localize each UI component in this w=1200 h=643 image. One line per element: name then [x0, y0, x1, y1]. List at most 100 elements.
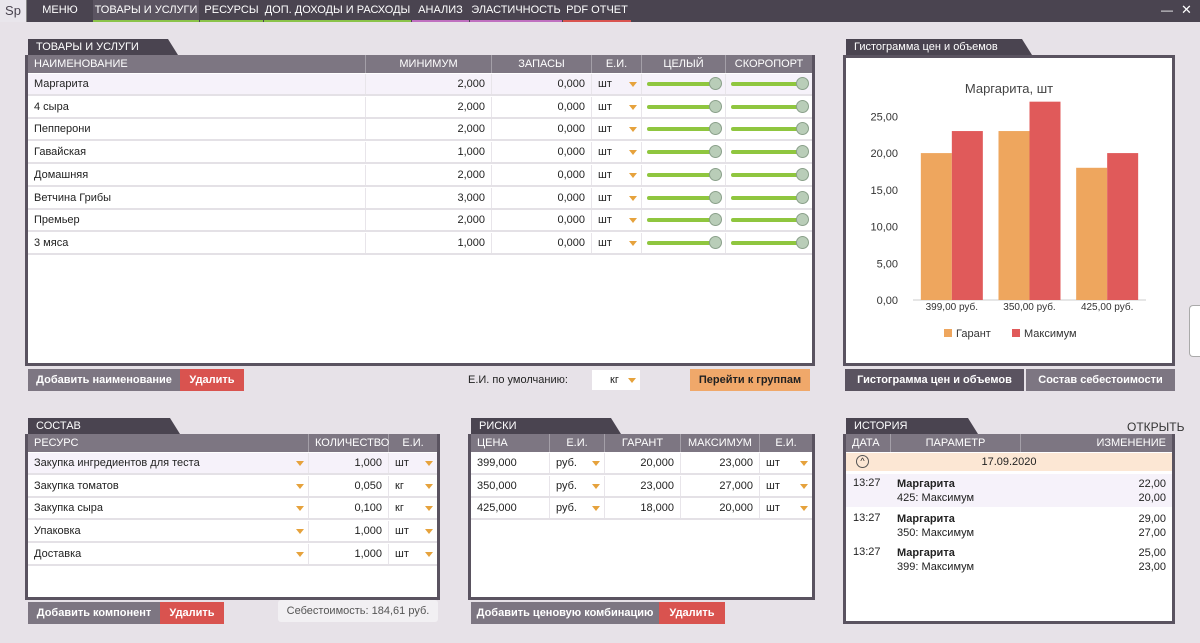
item-stock[interactable]: 0,000	[492, 119, 592, 140]
item-name[interactable]: Пепперони	[28, 119, 366, 140]
slider-track[interactable]	[647, 145, 722, 159]
table-row[interactable]: Домашняя 2,000 0,000 шт	[28, 164, 812, 187]
col-resource[interactable]: РЕСУРС	[28, 434, 309, 452]
risk-unit-select[interactable]: руб.	[550, 498, 605, 519]
slider-knob[interactable]	[709, 235, 722, 249]
col-perishable[interactable]: СКОРОПОРТ	[734, 58, 804, 70]
slider-knob[interactable]	[796, 99, 809, 113]
side-drawer-handle[interactable]	[1189, 305, 1200, 357]
item-unit-select[interactable]: шт	[592, 210, 642, 231]
col-date[interactable]: ДАТА	[846, 434, 891, 452]
resource-select[interactable]: Закупка томатов	[28, 475, 309, 496]
risk-guarant[interactable]: 23,000	[605, 475, 681, 496]
risk-unit2-select[interactable]: шт	[760, 453, 812, 473]
resource-quantity[interactable]: 0,050	[309, 475, 389, 496]
resource-select[interactable]: Доставка	[28, 543, 309, 564]
item-stock[interactable]: 0,000	[492, 232, 592, 253]
delete-price-combination-button[interactable]: Удалить	[659, 602, 725, 624]
slider-track[interactable]	[731, 190, 809, 204]
col-unit[interactable]: Е.И.	[550, 434, 605, 452]
risk-unit2-select[interactable]: шт	[760, 498, 812, 518]
item-unit-select[interactable]: шт	[592, 164, 642, 185]
slider-knob[interactable]	[709, 122, 722, 136]
item-whole-slider[interactable]	[642, 74, 726, 94]
item-unit-select[interactable]: шт	[592, 232, 642, 253]
slider-track[interactable]	[731, 235, 809, 249]
resource-quantity[interactable]: 1,000	[309, 453, 389, 473]
risk-unit2-select[interactable]: шт	[760, 476, 812, 496]
table-row[interactable]: Закупка томатов 0,050 кг	[28, 475, 437, 498]
item-minimum[interactable]: 1,000	[366, 142, 492, 163]
item-perishable-slider[interactable]	[726, 142, 812, 162]
slider-track[interactable]	[731, 77, 809, 90]
slider-track[interactable]	[647, 122, 722, 136]
resource-unit-select[interactable]: шт	[389, 453, 437, 473]
item-perishable-slider[interactable]	[726, 188, 812, 208]
risk-maximum[interactable]: 27,000	[681, 475, 760, 496]
resource-unit-select[interactable]: шт	[389, 544, 437, 564]
resource-select[interactable]: Закупка сыра	[28, 498, 309, 519]
slider-knob[interactable]	[796, 77, 809, 90]
col-name[interactable]: НАИМЕНОВАНИЕ	[28, 55, 366, 73]
delete-component-button[interactable]: Удалить	[160, 602, 224, 624]
chart-tab-cost-structure[interactable]: Состав себестоимости	[1026, 369, 1175, 391]
default-unit-select[interactable]: кг	[592, 370, 640, 390]
item-whole-slider[interactable]	[642, 119, 726, 140]
risk-maximum[interactable]: 23,000	[681, 453, 760, 473]
slider-knob[interactable]	[796, 145, 809, 159]
item-stock[interactable]: 0,000	[492, 74, 592, 94]
delete-item-button[interactable]: Удалить	[180, 369, 244, 391]
table-row[interactable]: Пепперони 2,000 0,000 шт	[28, 119, 812, 142]
risk-unit-select[interactable]: руб.	[550, 453, 605, 473]
col-unit[interactable]: Е.И.	[402, 437, 424, 449]
col-change[interactable]: ИЗМЕНЕНИЕ	[1096, 437, 1166, 449]
item-whole-slider[interactable]	[642, 232, 726, 253]
item-stock[interactable]: 0,000	[492, 187, 592, 208]
item-perishable-slider[interactable]	[726, 119, 812, 139]
col-unit[interactable]: Е.И.	[592, 55, 642, 73]
menu-tab-elasticity[interactable]: ЭЛАСТИЧНОСТЬ	[470, 0, 562, 22]
item-perishable-slider[interactable]	[726, 210, 812, 230]
item-perishable-slider[interactable]	[726, 97, 812, 117]
item-minimum[interactable]: 2,000	[366, 96, 492, 117]
item-whole-slider[interactable]	[642, 210, 726, 231]
item-whole-slider[interactable]	[642, 96, 726, 117]
table-row[interactable]: Гавайская 1,000 0,000 шт	[28, 142, 812, 165]
item-unit-select[interactable]: шт	[592, 142, 642, 163]
slider-track[interactable]	[647, 235, 722, 249]
table-row[interactable]: 3 мяса 1,000 0,000 шт	[28, 232, 812, 255]
menu-tab-pdf-report[interactable]: PDF ОТЧЕТ	[563, 0, 631, 22]
item-whole-slider[interactable]	[642, 164, 726, 185]
history-date-group[interactable]: ^ 17.09.2020	[846, 453, 1172, 471]
history-open-link[interactable]: ОТКРЫТЬ	[1127, 420, 1185, 434]
risk-price[interactable]: 350,000	[471, 475, 550, 496]
menu-tab-extra-income[interactable]: ДОП. ДОХОДЫ И РАСХОДЫ	[264, 0, 411, 22]
resource-select[interactable]: Упаковка	[28, 521, 309, 542]
item-minimum[interactable]: 2,000	[366, 119, 492, 140]
table-row[interactable]: Закупка сыра 0,100 кг	[28, 498, 437, 521]
col-whole[interactable]: ЦЕЛЫЙ	[642, 55, 726, 73]
item-minimum[interactable]: 2,000	[366, 210, 492, 231]
table-row[interactable]: Упаковка 1,000 шт	[28, 521, 437, 544]
slider-knob[interactable]	[709, 77, 722, 90]
table-row[interactable]: Премьер 2,000 0,000 шт	[28, 210, 812, 233]
history-entry[interactable]: 13:27 Маргарита 425: Максимум 22,00 20,00	[846, 474, 1172, 507]
item-minimum[interactable]: 1,000	[366, 232, 492, 253]
history-entry[interactable]: 13:27 Маргарита 399: Максимум 25,00 23,00	[846, 543, 1172, 576]
resource-unit-select[interactable]: шт	[389, 521, 437, 541]
table-row[interactable]: 4 сыра 2,000 0,000 шт	[28, 96, 812, 119]
slider-knob[interactable]	[796, 190, 809, 204]
item-name[interactable]: 4 сыра	[28, 96, 366, 117]
table-row[interactable]: Ветчина Грибы 3,000 0,000 шт	[28, 187, 812, 210]
slider-track[interactable]	[731, 213, 809, 227]
add-item-button[interactable]: Добавить наименование	[28, 369, 180, 391]
item-name[interactable]: Гавайская	[28, 142, 366, 163]
table-row[interactable]: 350,000 руб. 23,000 27,000 шт	[471, 475, 812, 498]
resource-unit-select[interactable]: кг	[389, 476, 437, 496]
item-unit-select[interactable]: шт	[592, 119, 642, 140]
item-name[interactable]: Ветчина Грибы	[28, 187, 366, 208]
item-name[interactable]: 3 мяса	[28, 232, 366, 253]
item-perishable-slider[interactable]	[726, 165, 812, 185]
go-to-groups-button[interactable]: Перейти к группам	[690, 369, 810, 391]
item-stock[interactable]: 0,000	[492, 96, 592, 117]
